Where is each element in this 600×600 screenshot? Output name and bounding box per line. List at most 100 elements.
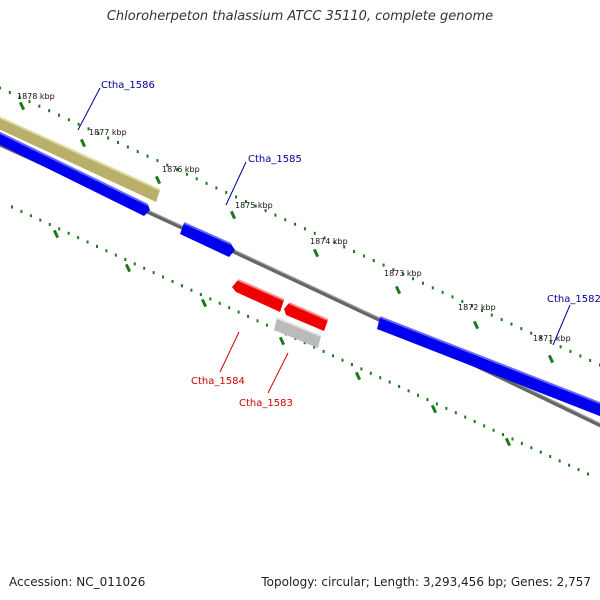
gene-ctha-1586 (0, 117, 160, 202)
outer-minor-tick (185, 172, 188, 176)
outer-minor-tick (490, 313, 493, 317)
outer-minor-tick (195, 177, 198, 181)
inner-minor-tick (162, 275, 165, 279)
inner-minor-tick (58, 227, 61, 231)
inner-minor-tick (454, 411, 457, 415)
major-tick (547, 354, 555, 364)
inner-minor-tick (199, 293, 202, 297)
major-tick (312, 248, 320, 258)
outer-minor-tick (166, 163, 169, 167)
gene-ctha-1584 (232, 280, 284, 312)
outer-minor-tick (294, 222, 297, 226)
outer-minor-tick (343, 245, 346, 249)
label-leader (219, 331, 240, 373)
gene-ctha-1583 (274, 318, 321, 348)
inner-minor-tick (218, 301, 221, 305)
outer-minor-tick (156, 159, 159, 163)
gene-ctha-1583-edge (276, 317, 322, 337)
inner-minor-tick (587, 472, 589, 476)
inner-minor-tick (511, 437, 514, 441)
outer-minor-tick (520, 327, 523, 331)
outer-minor-tick (38, 104, 41, 108)
gene-ctha-1586-neighbor-edge (0, 131, 149, 206)
inner-minor-tick (577, 468, 580, 472)
outer-minor-tick (500, 318, 503, 322)
inner-minor-tick (388, 380, 391, 384)
inner-minor-tick (568, 463, 571, 467)
inner-minor-tick (11, 205, 13, 209)
outer-minor-tick (441, 290, 444, 294)
outer-minor-tick (28, 100, 31, 104)
gene-label: Ctha_1584 (191, 376, 245, 387)
accession-label: Accession: NC_011026 (9, 575, 146, 589)
inner-minor-tick (39, 218, 42, 222)
gene-ctha-1584-edge (237, 279, 285, 301)
outer-minor-tick (323, 236, 326, 240)
outer-minor-tick (382, 263, 385, 267)
outer-minor-tick (176, 168, 179, 172)
outer-minor-tick (126, 145, 129, 149)
tick-label: 1877 kbp (89, 128, 127, 137)
label-leader (225, 161, 247, 206)
tick-label: 1876 kbp (162, 165, 200, 174)
major-tick (18, 101, 26, 111)
tick-label: 1873 kbp (384, 269, 422, 278)
outer-minor-tick (510, 322, 513, 326)
inner-minor-tick (133, 262, 136, 266)
inner-minor-tick (539, 450, 542, 454)
inner-minor-tick (407, 389, 410, 393)
inner-minor-tick (29, 214, 32, 218)
gene-ctha-1585 (180, 223, 235, 257)
genome-summary: Topology: circular; Length: 3,293,456 bp… (261, 575, 591, 589)
outer-minor-tick (362, 254, 365, 258)
inner-minor-tick (445, 406, 448, 410)
outer-minor-tick (225, 190, 228, 194)
inner-minor-tick (473, 419, 476, 423)
inner-minor-tick (20, 209, 23, 213)
outer-minor-tick (48, 109, 51, 113)
outer-minor-tick (539, 336, 542, 340)
outer-minor-tick (461, 299, 464, 303)
inner-minor-tick (341, 358, 344, 362)
inner-minor-tick (530, 446, 533, 450)
inner-tick-ring (11, 205, 589, 476)
gene-features (0, 116, 600, 417)
tick-label: 1878 kbp (17, 92, 55, 101)
outer-minor-tick (284, 218, 287, 222)
outer-minor-tick (402, 272, 405, 276)
inner-minor-tick (558, 459, 561, 463)
outer-minor-tick (471, 304, 474, 308)
inner-minor-tick (483, 424, 486, 428)
outer-minor-tick (549, 340, 552, 344)
tick-label: 1872 kbp (458, 303, 496, 312)
gene-label: Ctha_1586 (101, 80, 155, 91)
inner-minor-tick (77, 236, 80, 240)
inner-minor-tick (398, 384, 401, 388)
inner-minor-tick (256, 319, 259, 323)
gene-ctha-1582 (377, 317, 600, 417)
gene-label: Ctha_1585 (248, 154, 302, 165)
inner-minor-tick (209, 297, 212, 301)
inner-major-tick (354, 371, 362, 381)
inner-minor-tick (67, 231, 70, 235)
inner-minor-tick (332, 354, 335, 358)
tick-label: 1871 kbp (533, 334, 571, 343)
tick-label: 1875 kbp (235, 201, 273, 210)
outer-minor-tick (274, 213, 277, 217)
outer-minor-tick (333, 240, 336, 244)
feature-labels: Ctha_1586 Ctha_1585 Ctha_1584 Ctha_1583 Ctha… (77, 80, 600, 409)
inner-minor-tick (350, 363, 353, 367)
outer-minor-tick (264, 209, 267, 213)
inner-minor-tick (417, 393, 420, 397)
inner-minor-tick (152, 271, 155, 275)
outer-minor-tick (67, 118, 70, 122)
label-leader (267, 352, 289, 394)
outer-tick-ring: 1878 kbp 1877 kbp 1876 kbp 1875 kbp 1874 kbp… (0, 86, 600, 367)
outer-minor-tick (244, 200, 247, 204)
inner-minor-tick (265, 323, 268, 327)
inner-minor-tick (124, 258, 127, 262)
outer-minor-tick (392, 268, 395, 272)
inner-minor-tick (426, 398, 429, 402)
outer-minor-tick (569, 349, 572, 353)
